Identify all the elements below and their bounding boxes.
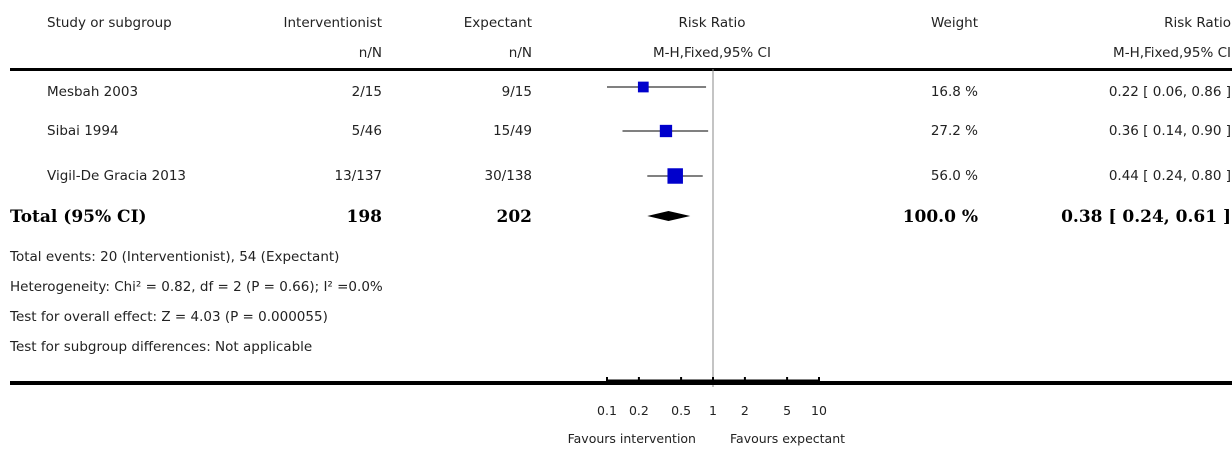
study-ci: 0.44 [ 0.24, 0.80 ]	[1108, 168, 1231, 184]
header-interventionist-sub: n/N	[358, 45, 382, 61]
x-tick-label: 10	[811, 403, 827, 418]
study-marker	[659, 124, 673, 138]
study-name: Sibai 1994	[47, 123, 119, 139]
study-g2: 15/49	[493, 123, 532, 139]
subgroup-note: Test for subgroup differences: Not appli…	[10, 339, 313, 355]
x-tick-label: 0.2	[629, 403, 649, 418]
study-name: Vigil-De Gracia 2013	[47, 168, 187, 184]
x-tick-label: 1	[709, 403, 717, 418]
x-tick-label: 0.5	[671, 403, 691, 418]
study-marker	[637, 81, 649, 93]
study-weight: 27.2 %	[930, 123, 978, 139]
total-g1: 198	[346, 207, 383, 227]
study-g1: 5/46	[351, 123, 382, 139]
study-g1: 2/15	[351, 84, 382, 100]
heterogeneity-note: Heterogeneity: Chi² = 0.82, df = 2 (P = …	[10, 279, 383, 295]
header-study: Study or subgroup	[47, 15, 172, 31]
study-ci: 0.36 [ 0.14, 0.90 ]	[1108, 123, 1231, 139]
total-diamond	[647, 211, 691, 221]
header-weight: Weight	[930, 15, 978, 31]
header-risk-ratio-2-sub: M-H,Fixed,95% CI	[1113, 45, 1231, 61]
study-g1: 13/137	[334, 168, 383, 184]
study-name: Mesbah 2003	[47, 84, 139, 100]
study-weight: 56.0 %	[930, 168, 978, 184]
overall-effect-note: Test for overall effect: Z = 4.03 (P = 0…	[10, 309, 328, 325]
header-expectant-sub: n/N	[508, 45, 532, 61]
header-interventionist: Interventionist	[283, 15, 382, 31]
x-tick-label: 5	[783, 403, 791, 418]
header-rule	[10, 68, 1232, 71]
study-marker	[667, 168, 683, 184]
header-risk-ratio-2: Risk Ratio	[1164, 15, 1231, 31]
total-ci: 0.38 [ 0.24, 0.61 ]	[1061, 207, 1231, 227]
total-events-note: Total events: 20 (Interventionist), 54 (…	[10, 249, 340, 265]
favours-expectant-label: Favours expectant	[730, 431, 846, 446]
header-risk-ratio-sub: M-H,Fixed,95% CI	[653, 45, 771, 61]
bottom-rule	[10, 381, 1232, 385]
x-tick-label: 0.1	[597, 403, 617, 418]
x-tick-label: 2	[741, 403, 749, 418]
study-ci: 0.22 [ 0.06, 0.86 ]	[1108, 84, 1231, 100]
total-g2: 202	[496, 207, 533, 227]
study-g2: 9/15	[501, 84, 532, 100]
total-weight: 100.0 %	[902, 207, 978, 227]
total-label: Total (95% CI)	[10, 207, 147, 227]
favours-intervention-label: Favours intervention	[567, 431, 696, 446]
header-expectant: Expectant	[463, 15, 532, 31]
header-risk-ratio: Risk Ratio	[678, 15, 746, 31]
study-g2: 30/138	[484, 168, 533, 184]
study-weight: 16.8 %	[930, 84, 978, 100]
